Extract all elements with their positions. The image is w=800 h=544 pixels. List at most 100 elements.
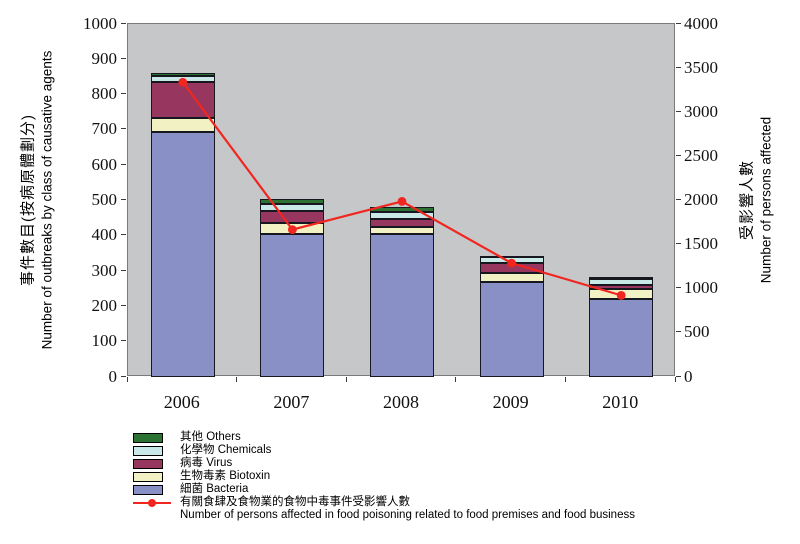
- right-axis-tick-label: 2000: [684, 190, 718, 209]
- bar-segment-2010-chemicals: [589, 278, 654, 286]
- right-axis-tick: [676, 243, 681, 245]
- right-axis-tick: [676, 287, 681, 289]
- x-axis-tick: [674, 377, 676, 382]
- legend-item-biotoxin: 生物毒素 Biotoxin: [133, 470, 635, 483]
- bar-segment-2007-bacteria: [260, 234, 325, 377]
- right-axis-title: 受影響人數 Number of persons affected: [738, 0, 775, 415]
- left-axis-tick: [121, 340, 126, 342]
- bar-segment-2006-chemicals: [150, 76, 215, 83]
- bar-segment-2009-virus: [479, 263, 544, 274]
- left-axis-tick: [121, 304, 126, 306]
- x-axis-label-2009: 2009: [492, 392, 529, 412]
- bar-segment-2010-others: [589, 277, 654, 280]
- x-axis-label-2010: 2010: [602, 392, 639, 412]
- left-axis-tick-label: 700: [91, 119, 118, 139]
- left-axis-tick: [121, 375, 126, 377]
- right-axis-tick-label: 3000: [684, 101, 718, 121]
- left-axis-tick-label: 1000: [83, 13, 117, 33]
- right-axis-title-zh: 受影響人數: [738, 160, 756, 241]
- bar-segment-2007-chemicals: [260, 203, 325, 211]
- left-axis-tick-label: 0: [108, 366, 118, 386]
- left-axis-tick-label: 400: [91, 225, 118, 245]
- bar-segment-2006-bacteria: [150, 131, 215, 377]
- legend-label-chemicals: 化學物 Chemicals: [180, 444, 272, 456]
- left-axis-tick-label: 500: [91, 190, 118, 209]
- bar-segment-2006-virus: [150, 82, 215, 118]
- bar-segment-2008-chemicals: [370, 212, 434, 220]
- left-axis-tick-label: 100: [91, 331, 118, 351]
- bar-segment-2009-biotoxin: [479, 273, 544, 283]
- right-axis-tick-label: 0: [684, 366, 693, 386]
- right-axis-tick-label: 3500: [684, 57, 718, 77]
- plot-area: [127, 23, 675, 377]
- right-axis-tick: [676, 110, 681, 112]
- legend-swatch-chemicals: [133, 445, 163, 456]
- bar-segment-2009-bacteria: [479, 282, 544, 377]
- left-axis-title-zh: 事件數目(按病原體劃分): [19, 114, 37, 286]
- legend-label-biotoxin: 生物毒素 Biotoxin: [180, 470, 271, 482]
- right-axis-tick: [676, 375, 681, 377]
- x-axis-label-2006: 2006: [163, 392, 200, 412]
- left-axis-tick: [121, 269, 126, 271]
- bar-segment-2010-biotoxin: [589, 289, 654, 300]
- x-axis-label-2008: 2008: [383, 392, 419, 412]
- legend-marker-box: [133, 445, 180, 456]
- right-axis-tick-label: 2500: [684, 145, 718, 165]
- left-axis-tick: [121, 22, 126, 24]
- x-axis-tick: [345, 377, 347, 382]
- legend-label-persons-affected-zh: 有關食肆及食物業的食物中毒事件受影響人數: [180, 496, 410, 508]
- legend-marker-box: [133, 498, 180, 508]
- bar-segment-2006-biotoxin: [150, 117, 215, 132]
- legend-marker-box: [133, 458, 180, 469]
- left-axis-tick: [121, 199, 126, 200]
- left-axis-tick-label: 300: [91, 260, 118, 280]
- legend-line-marker-icon: [133, 498, 171, 508]
- left-axis-tick: [121, 128, 126, 130]
- left-axis-tick: [121, 57, 126, 59]
- left-axis-tick-label: 600: [91, 154, 118, 174]
- left-axis-tick-label: 200: [91, 295, 118, 315]
- legend-swatch-bacteria: [133, 484, 163, 495]
- legend-item-persons-affected: 有關食肆及食物業的食物中毒事件受影響人數: [133, 496, 635, 509]
- legend-label-others: 其他 Others: [180, 431, 241, 443]
- x-axis-tick: [236, 377, 238, 382]
- legend-item-others: 其他 Others: [133, 431, 635, 444]
- legend-item-bacteria: 細菌 Bacteria: [133, 483, 635, 496]
- right-axis-tick-label: 1500: [684, 234, 718, 254]
- left-axis-tick: [121, 163, 126, 165]
- legend-swatch-virus: [133, 458, 163, 469]
- legend-swatch-others: [133, 432, 163, 443]
- legend-swatch-biotoxin: [133, 471, 163, 482]
- bar-segment-2010-bacteria: [589, 299, 654, 377]
- right-axis-tick: [676, 22, 681, 24]
- left-axis-tick-label: 800: [91, 84, 118, 104]
- right-axis-tick-label: 500: [684, 322, 710, 342]
- bar-segment-2007-biotoxin: [260, 223, 325, 235]
- legend-label-persons-affected-en: Number of persons affected in food poiso…: [180, 509, 635, 521]
- legend-label-virus: 病毒 Virus: [180, 457, 233, 469]
- bar-segment-2007-virus: [260, 210, 325, 224]
- legend-marker-box: [133, 471, 180, 482]
- right-axis-tick-label: 4000: [684, 13, 718, 33]
- right-axis-tick-label: 1000: [684, 278, 718, 298]
- left-axis-title-en: Number of outbreaks by class of causativ…: [39, 50, 55, 350]
- legend-item-virus: 病毒 Virus: [133, 457, 635, 470]
- x-axis-label-2007: 2007: [273, 392, 310, 412]
- left-axis-tick-label: 900: [91, 48, 118, 68]
- left-axis-title: 事件數目(按病原體劃分) Number of outbreaks by clas…: [19, 0, 56, 415]
- bar-segment-2006-others: [150, 73, 215, 77]
- x-axis-tick: [126, 377, 128, 382]
- left-axis-tick: [121, 234, 126, 236]
- right-axis-tick: [676, 331, 681, 333]
- legend-label-bacteria: 細菌 Bacteria: [180, 483, 249, 495]
- right-axis-tick: [676, 199, 681, 200]
- bar-segment-2010-virus: [589, 285, 654, 290]
- right-axis-title-en: Number of persons affected: [758, 116, 774, 284]
- right-axis-tick: [676, 154, 681, 156]
- bar-segment-2008-biotoxin: [370, 226, 434, 235]
- legend: 其他 Others 化學物 Chemicals 病毒 Virus 生物毒素 Bioto…: [133, 431, 635, 522]
- legend-marker-box: [133, 484, 180, 495]
- legend-item-chemicals: 化學物 Chemicals: [133, 444, 635, 457]
- line-point-2008: [397, 196, 407, 206]
